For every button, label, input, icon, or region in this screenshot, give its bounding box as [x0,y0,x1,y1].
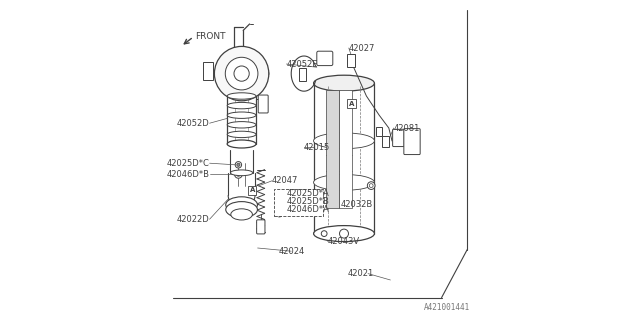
Ellipse shape [214,64,269,83]
Text: 42025D*A: 42025D*A [287,189,329,198]
Circle shape [321,231,327,236]
Ellipse shape [314,174,374,190]
Text: 42015: 42015 [304,143,330,152]
Circle shape [234,66,249,81]
Ellipse shape [314,226,374,242]
Text: 42046D*A: 42046D*A [287,205,329,214]
FancyBboxPatch shape [259,95,268,113]
Bar [347,99,356,108]
Circle shape [276,193,282,199]
Text: 42043V: 42043V [328,237,360,246]
Circle shape [339,229,349,238]
Circle shape [276,211,283,217]
Ellipse shape [227,102,256,109]
Text: 42024: 42024 [278,247,305,256]
Ellipse shape [314,133,374,149]
Text: 42081: 42081 [394,124,420,132]
Text: 42052D: 42052D [177,119,210,128]
Bar [326,90,339,208]
Circle shape [236,162,242,168]
Ellipse shape [230,170,253,176]
Ellipse shape [226,197,257,213]
Circle shape [276,202,282,208]
Ellipse shape [314,75,374,91]
Circle shape [367,182,375,189]
Text: A: A [349,101,354,107]
Text: 42032B: 42032B [340,200,373,209]
FancyBboxPatch shape [317,51,333,66]
Circle shape [214,46,269,101]
Text: 42052E: 42052E [287,60,318,68]
Circle shape [237,163,240,166]
Ellipse shape [226,202,257,218]
Text: 42027: 42027 [349,44,375,52]
Text: 42047: 42047 [272,176,298,185]
FancyBboxPatch shape [204,62,212,80]
Ellipse shape [227,122,256,128]
Text: 42021: 42021 [347,269,374,278]
Circle shape [369,184,373,188]
FancyBboxPatch shape [347,54,355,67]
Text: 42025D*C: 42025D*C [167,159,210,168]
Text: 42025D*B: 42025D*B [287,197,329,206]
Text: 42022D: 42022D [177,215,210,224]
Text: A421001441: A421001441 [424,303,470,312]
Bar [274,189,323,216]
Circle shape [278,195,281,197]
Text: 42046D*B: 42046D*B [166,170,210,179]
FancyBboxPatch shape [376,127,381,136]
Ellipse shape [227,131,256,138]
Bar [248,186,256,195]
FancyBboxPatch shape [404,129,420,155]
Circle shape [235,171,243,178]
Bar [339,90,352,208]
Ellipse shape [227,93,256,99]
FancyBboxPatch shape [300,68,307,81]
FancyBboxPatch shape [383,136,389,147]
Ellipse shape [227,112,256,118]
Text: FRONT: FRONT [195,32,226,41]
Text: A: A [250,187,255,193]
FancyBboxPatch shape [257,220,265,234]
Circle shape [237,172,241,176]
FancyBboxPatch shape [393,129,404,147]
Ellipse shape [227,140,256,148]
Circle shape [225,57,258,90]
Ellipse shape [231,209,252,220]
